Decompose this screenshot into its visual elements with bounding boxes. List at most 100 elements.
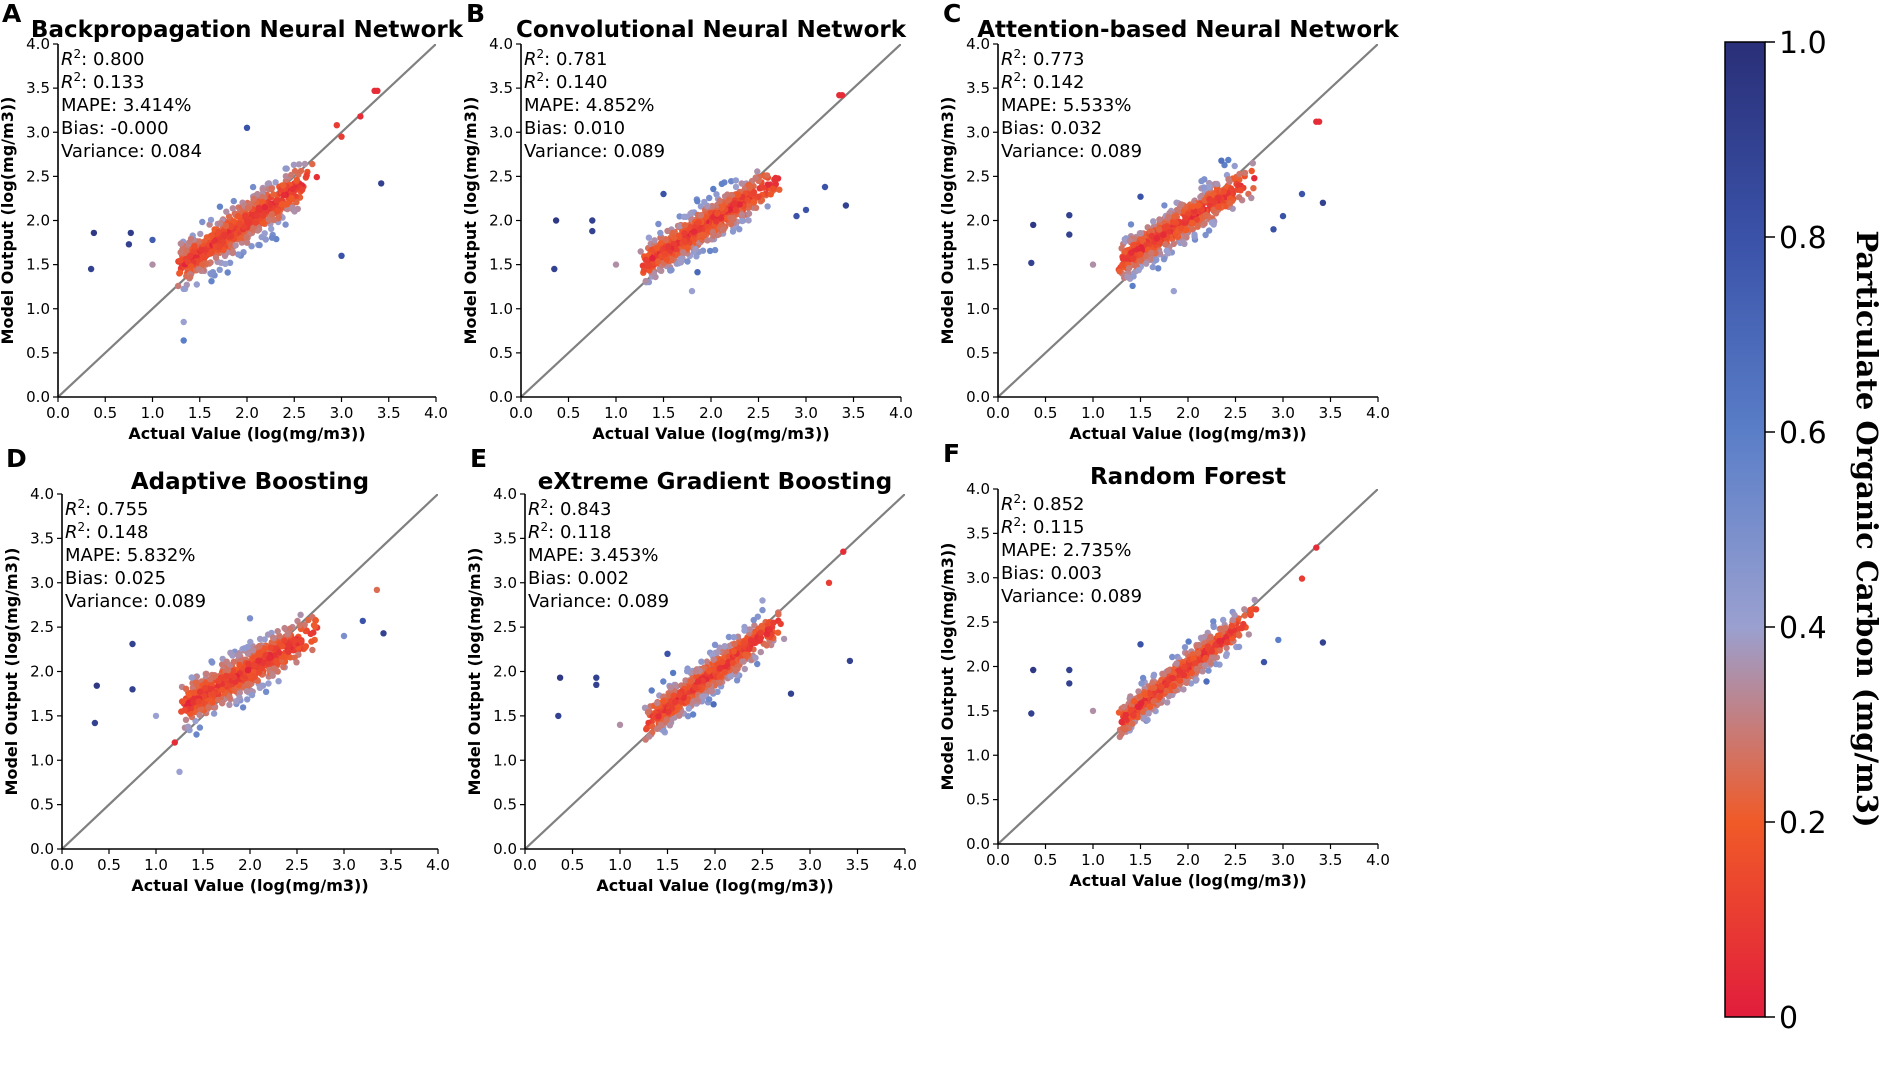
scatter-point: [1194, 223, 1201, 230]
scatter-point: [1135, 688, 1142, 695]
scatter-point: [87, 265, 95, 273]
scatter-point: [1235, 643, 1243, 651]
scatter-point: [256, 684, 264, 691]
scatter-point: [708, 688, 716, 695]
scatter-points: [1028, 544, 1327, 741]
scatter-point: [655, 258, 662, 265]
scatter-point: [1128, 249, 1135, 256]
scatter-point: [665, 708, 672, 716]
colorbar-label: Particulate Organic Carbon (mg/m3): [1850, 230, 1884, 827]
stat-line: Variance: 0.089: [1001, 141, 1142, 162]
scatter-point: [284, 200, 291, 208]
scatter-point: [338, 133, 345, 140]
scatter-point: [740, 639, 747, 647]
scatter-point: [291, 208, 298, 215]
scatter-point: [1136, 230, 1144, 237]
scatter-point: [699, 231, 706, 238]
x-tick-label: 1.5: [188, 404, 212, 422]
scatter-point: [261, 230, 268, 237]
scatter-point: [311, 623, 319, 630]
scatter-point: [261, 636, 268, 643]
scatter-point: [1121, 249, 1128, 256]
x-tick-label: 3.5: [1319, 851, 1343, 869]
scatter-point: [1120, 703, 1128, 711]
y-tick-label: 0.0: [489, 388, 513, 406]
x-tick-label: 2.5: [751, 856, 775, 874]
scatter-point: [1169, 674, 1176, 682]
scatter-point: [649, 723, 656, 730]
scatter-point: [1205, 227, 1213, 234]
y-tick-label: 0.5: [26, 344, 50, 362]
scatter-point: [666, 722, 674, 729]
scatter-point: [285, 648, 292, 655]
scatter-point: [1210, 618, 1217, 625]
scatter-point: [1189, 219, 1196, 227]
scatter-point: [709, 228, 717, 236]
scatter-point: [282, 165, 289, 172]
y-tick-label: 3.5: [30, 529, 54, 547]
scatter-point: [295, 161, 303, 168]
scatter-point: [1181, 677, 1188, 684]
scatter-point: [695, 219, 702, 226]
scatter-point: [1235, 631, 1243, 638]
scatter-point: [671, 234, 678, 242]
x-tick-label: 1.5: [1129, 404, 1153, 422]
y-tick-label: 1.0: [30, 751, 54, 769]
scatter-point: [764, 203, 771, 210]
scatter-point: [270, 216, 278, 224]
scatter-point: [268, 234, 276, 241]
scatter-point: [282, 221, 289, 228]
scatter-point: [1236, 170, 1243, 178]
scatter-point: [1188, 225, 1196, 233]
panel-letter: D: [6, 444, 27, 473]
scatter-point: [181, 706, 188, 714]
scatter-point: [1164, 699, 1171, 706]
scatter-point: [676, 712, 683, 719]
stat-line: R2: 0.133: [61, 70, 144, 93]
scatter-point: [691, 684, 699, 691]
x-tick-label: 1.5: [191, 856, 215, 874]
scatter-point: [746, 645, 753, 653]
scatter-point: [1119, 724, 1127, 732]
scatter-point: [643, 257, 650, 264]
y-tick-label: 1.0: [493, 751, 517, 769]
scatter-point: [1191, 660, 1199, 667]
scatter-point: [663, 256, 670, 263]
scatter-point: [1231, 611, 1238, 619]
stat-line: R2: 0.781: [524, 47, 607, 70]
y-tick-label: 1.5: [966, 256, 990, 274]
scatter-point: [637, 248, 644, 255]
y-tick-label: 3.0: [489, 123, 513, 141]
colorbar-ticks: 0 0.2 0.4 0.6 0.8 1.0: [1765, 26, 1827, 1036]
x-axis-label: Actual Value (log(mg/m3)): [128, 424, 365, 443]
x-tick-label: 0.5: [557, 404, 581, 422]
colorbar-tick-label: 0.4: [1779, 611, 1827, 646]
stat-line: R2: 0.755: [65, 497, 148, 520]
scatter-point: [741, 665, 748, 673]
scatter-point: [676, 223, 684, 230]
scatter-point: [293, 659, 300, 666]
scatter-point: [699, 677, 707, 684]
scatter-point: [1205, 183, 1213, 191]
scatter-point: [187, 252, 194, 260]
y-tick-label: 0.5: [966, 344, 990, 362]
y-tick-label: 0.5: [493, 796, 517, 814]
scatter-point: [716, 665, 724, 672]
scatter-point: [1135, 266, 1142, 274]
scatter-point: [699, 693, 706, 700]
scatter-point: [226, 693, 233, 700]
scatter-point: [1030, 221, 1037, 229]
y-tick-label: 2.0: [26, 212, 50, 230]
scatter-point: [223, 672, 230, 679]
scatter-point: [207, 270, 214, 277]
scatter-point: [177, 249, 184, 256]
scatter-point: [751, 639, 758, 646]
scatter-point: [222, 260, 229, 268]
scatter-point: [721, 643, 728, 650]
scatter-point: [1223, 644, 1230, 652]
scatter-point: [279, 643, 286, 650]
scatter-point: [244, 667, 252, 674]
scatter-point: [1202, 231, 1209, 239]
stat-line: Variance: 0.089: [65, 591, 206, 612]
scatter-point: [1148, 249, 1155, 256]
